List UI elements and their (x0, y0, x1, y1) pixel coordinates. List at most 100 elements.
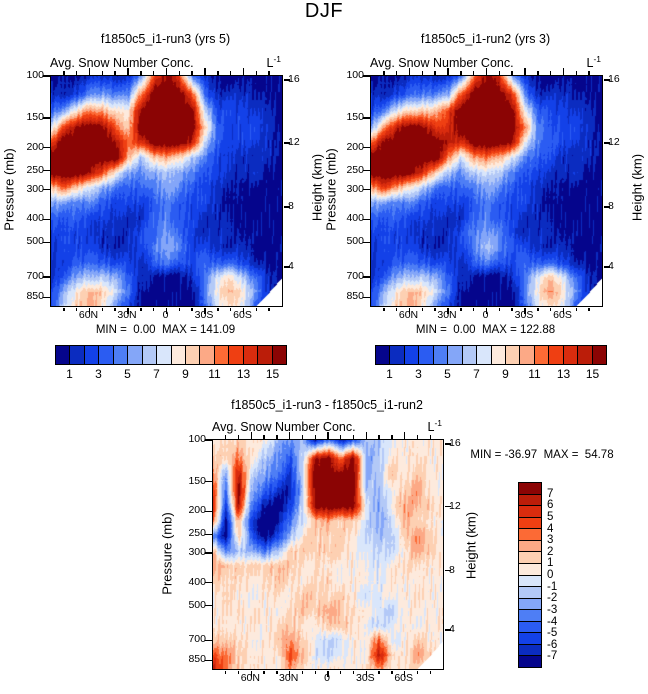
lat-axis-tick (549, 307, 552, 311)
colorbar-cell (519, 644, 541, 657)
pressure-axis-tick (363, 146, 370, 149)
pressure-tick-label: 300 (26, 182, 44, 195)
lat-axis-tick (165, 68, 168, 75)
height-tick-label: 16 (288, 72, 300, 85)
lat-axis-tick (314, 670, 316, 674)
colorbar-tick-label: 5 (547, 510, 554, 523)
lat-axis-tick (416, 435, 419, 439)
lat-axis-tick (391, 435, 393, 439)
lat-axis-tick (472, 71, 475, 75)
lat-axis-tick (225, 670, 227, 674)
lat-axis-tick (229, 71, 232, 75)
colorbar-cell (272, 346, 286, 364)
colorbar-cell (519, 540, 541, 553)
lat-axis-tick (562, 68, 565, 75)
field-canvas (213, 440, 443, 669)
lat-axis-tick (237, 435, 240, 439)
colorbar-cell (519, 656, 541, 667)
lat-tick-label: 30N (279, 672, 299, 684)
height-axis-tick (444, 569, 451, 572)
lat-tick-label: 60S (394, 672, 413, 684)
colorbar-cell (519, 598, 541, 611)
colorbar-tick-label: 7 (473, 367, 480, 381)
pressure-axis-tick (205, 533, 212, 535)
pressure-axis-tick (43, 241, 50, 244)
height-tick-label: 8 (449, 563, 455, 576)
pressure-axis-tick (43, 218, 50, 221)
colorbar-cell (519, 610, 541, 622)
colorbar-tick-label: -2 (547, 592, 558, 605)
colorbar-cell (519, 552, 541, 564)
lat-axis-tick (524, 307, 526, 314)
plot-area (363, 68, 610, 314)
lat-axis-tick (391, 670, 393, 674)
minmax-label: MIN = 0.00 MAX = 141.09 (95, 324, 236, 336)
colorbar-cell (592, 346, 606, 364)
lat-axis-tick (225, 435, 227, 439)
pressure-axis-tick (43, 146, 50, 149)
lat-axis-tick (88, 68, 91, 75)
height-tick-label: 4 (608, 259, 614, 272)
colorbar-cell (519, 575, 541, 588)
lat-axis-tick (263, 670, 265, 674)
height-tick-label: 8 (608, 200, 614, 213)
colorbar-tick-label: 15 (265, 367, 280, 381)
pressure-axis-tick (363, 117, 370, 119)
pressure-tick-label: 150 (346, 110, 364, 123)
lat-axis-tick (242, 307, 245, 314)
lat-axis-tick (498, 71, 501, 75)
lat-axis-tick (416, 670, 419, 674)
lat-axis-tick (263, 435, 265, 439)
pressure-axis-tick (363, 296, 370, 298)
pressure-tick-label: 500 (346, 235, 364, 248)
lat-tick-label: 60N (78, 309, 99, 321)
lat-axis-tick (152, 71, 155, 75)
colorbar-cell (549, 346, 564, 364)
height-axis-tick (603, 266, 610, 268)
colorbar-cell (99, 346, 114, 364)
lat-axis-tick (485, 307, 488, 314)
lat-tick-label: 0 (482, 309, 489, 321)
pressure-axis-tick (363, 241, 370, 244)
lat-axis-tick (378, 435, 380, 439)
units-label: L-1 (266, 54, 281, 71)
pressure-axis-tick (43, 188, 50, 191)
panel-title: f1850c5_i1-run3 (yrs 5) (100, 32, 231, 46)
minmax-label: MIN = -36.97 MAX = 54.78 (470, 449, 614, 461)
colorbar (375, 345, 607, 365)
colorbar-tick-label: 11 (528, 367, 541, 381)
lat-axis-tick (588, 307, 590, 311)
colorbar-tick-label: 2 (547, 545, 554, 558)
minmax-label: MIN = 0.00 MAX = 122.88 (415, 324, 556, 336)
lat-axis-tick (75, 71, 78, 75)
colorbar-cell (171, 346, 186, 364)
colorbar-tick-label: 4 (547, 522, 554, 535)
plot-area (205, 432, 451, 677)
colorbar-tick-label: 1 (386, 367, 393, 381)
colorbar-tick-label: 5 (124, 367, 131, 381)
height-tick-label: 12 (288, 135, 300, 148)
pressure-tick-label: 250 (346, 163, 364, 176)
pressure-tick-label: 100 (26, 69, 44, 81)
colorbar-cell (491, 346, 506, 364)
height-axis-tick (283, 206, 290, 208)
lat-axis-tick (255, 71, 258, 75)
colorbar-cell (157, 346, 172, 364)
lat-axis-tick (237, 670, 240, 674)
height-axis-label: Height (km) (309, 153, 325, 222)
colorbar-cell (128, 346, 143, 364)
lat-axis-tick (301, 670, 304, 674)
height-tick-label: 16 (608, 72, 620, 85)
colorbar-cell (433, 346, 449, 364)
lat-axis-tick (460, 307, 462, 311)
colorbar-cell (229, 346, 244, 364)
variable-label: Avg. Snow Number Conc. (50, 56, 194, 70)
lat-tick-label: 60S (553, 309, 572, 321)
lat-axis-tick (421, 307, 424, 311)
height-axis-label: Height (km) (629, 153, 645, 222)
pressure-tick-label: 700 (26, 270, 44, 283)
colorbar-cell (519, 529, 541, 541)
colorbar-cell (563, 346, 579, 364)
colorbar-cell (243, 346, 259, 364)
pressure-axis-tick (43, 75, 50, 77)
